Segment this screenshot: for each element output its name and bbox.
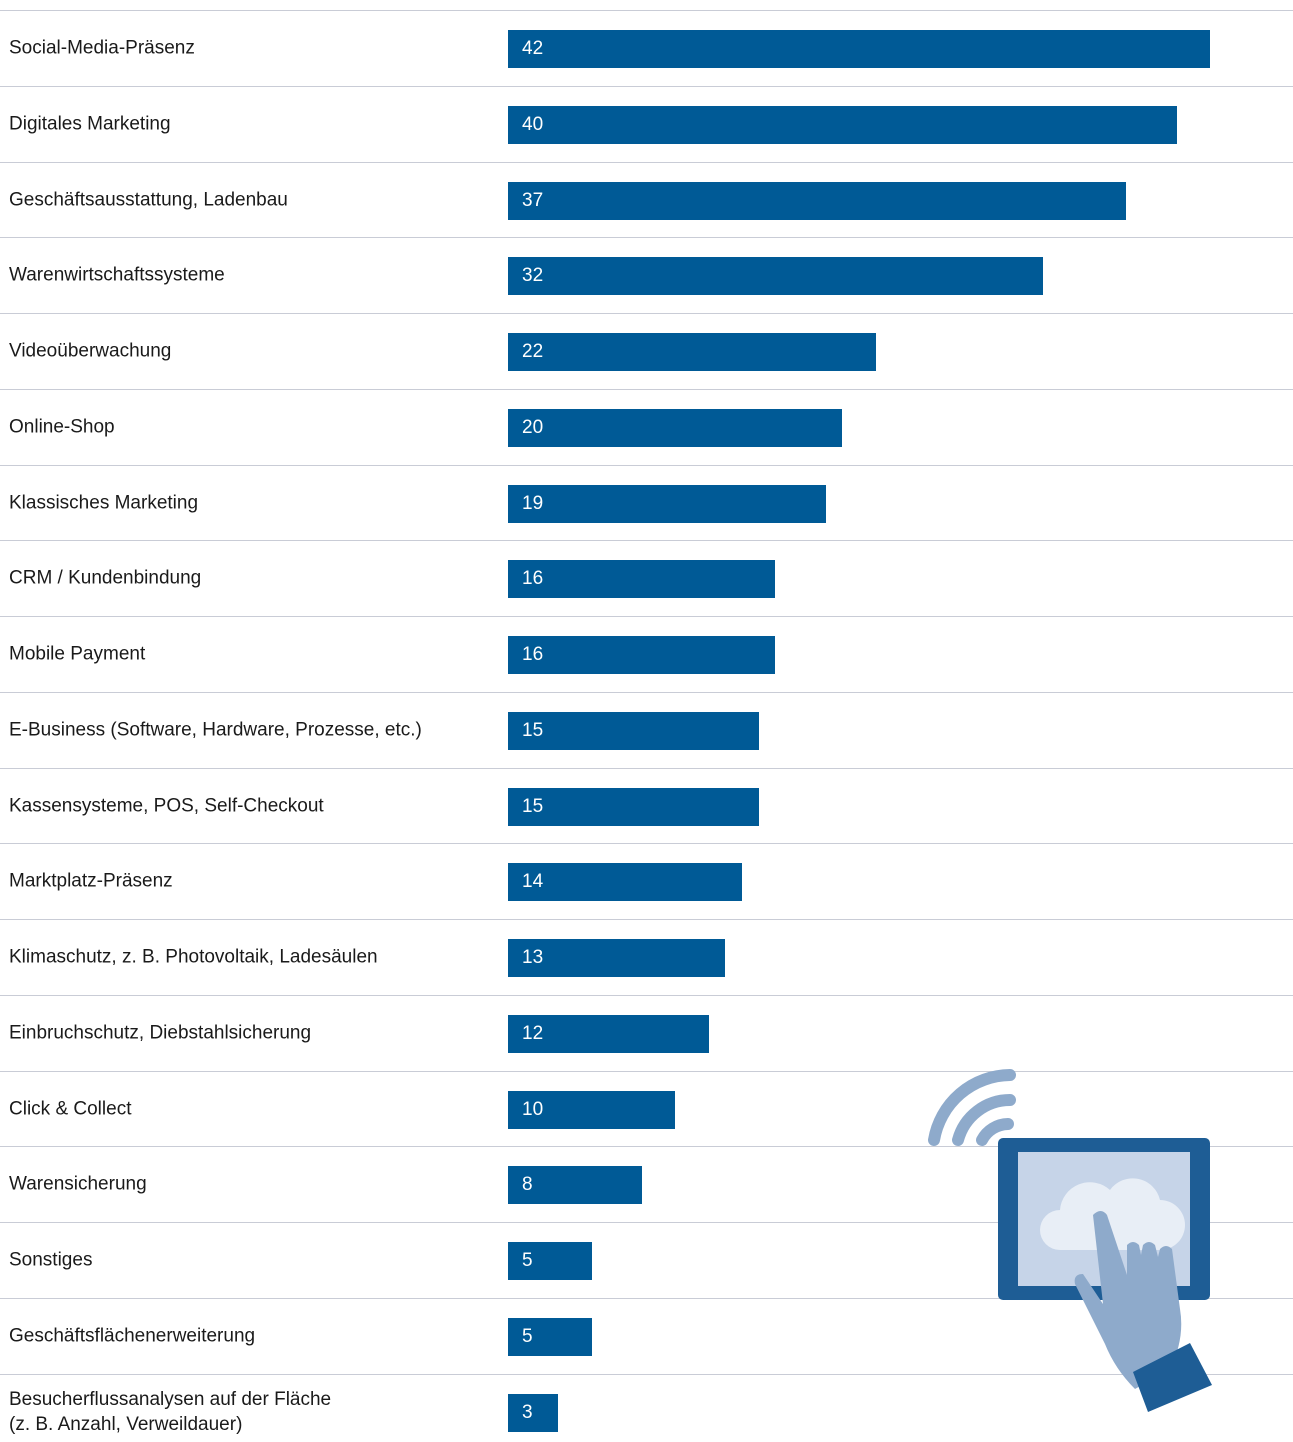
category-label: Mobile Payment	[9, 643, 146, 665]
bar: 32	[508, 257, 1043, 296]
separator	[0, 161, 1293, 163]
category-label: Sonstiges	[9, 1249, 93, 1271]
bar: 20	[508, 408, 843, 447]
separator	[0, 388, 1293, 390]
category-label: Marktplatz-Präsenz	[9, 870, 173, 892]
value-label: 15	[522, 719, 544, 741]
value-label: 40	[522, 113, 544, 135]
value-label: 3	[522, 1401, 533, 1423]
category-label: CRM / Kundenbindung	[9, 567, 202, 589]
bar: 40	[508, 105, 1177, 144]
value-label: 37	[522, 189, 544, 211]
category-label: Einbruchschutz, Diebstahlsicherung	[9, 1022, 312, 1044]
separator	[0, 1070, 1293, 1072]
category-label: Social-Media-Präsenz	[9, 37, 195, 59]
separator	[0, 313, 1293, 314]
value-label: 22	[522, 341, 544, 362]
category-label: Digitales Marketing	[9, 113, 171, 135]
value-label: 13	[522, 947, 544, 968]
value-label: 32	[522, 265, 544, 287]
bar: 14	[508, 863, 742, 902]
separator	[0, 616, 1293, 617]
bar: 42	[508, 30, 1210, 68]
bar: 12	[508, 1014, 709, 1053]
bar: 5	[508, 1242, 592, 1280]
separator	[0, 540, 1293, 542]
value-label: 15	[522, 795, 544, 817]
bar: 13	[508, 939, 726, 977]
category-label: Geschäftsausstattung, Ladenbau	[9, 189, 288, 210]
separator	[0, 1373, 1293, 1375]
category-label: E-Business (Software, Hardware, Prozesse…	[9, 719, 422, 741]
category-label: Videoüberwachung	[9, 340, 172, 362]
separator	[0, 691, 1293, 693]
separator	[0, 1146, 1293, 1148]
separator	[0, 85, 1293, 87]
value-label: 20	[522, 416, 544, 438]
value-label: 5	[522, 1325, 533, 1347]
value-label: 12	[522, 1022, 544, 1044]
separator	[0, 919, 1293, 920]
separator	[0, 994, 1293, 996]
value-label: 16	[522, 568, 544, 590]
value-label: 42	[522, 38, 544, 59]
separator	[0, 464, 1293, 466]
category-label: Besucherflussanalysen auf der Fläche (z.…	[9, 1388, 332, 1435]
separator	[0, 1222, 1293, 1223]
value-label: 16	[522, 644, 544, 665]
bar: 19	[508, 484, 826, 523]
category-label: Online-Shop	[9, 416, 115, 438]
value-label: 8	[522, 1174, 533, 1196]
bar: 22	[508, 333, 876, 371]
category-label: Klassisches Marketing	[9, 492, 199, 513]
bar: 15	[508, 787, 759, 826]
separator	[0, 237, 1293, 239]
category-label: Klimaschutz, z. B. Photovoltaik, Ladesäu…	[9, 946, 378, 968]
separator	[0, 843, 1293, 845]
bar: 15	[508, 711, 759, 750]
separator	[0, 10, 1293, 11]
bar: 16	[508, 636, 776, 674]
category-label: Warensicherung	[9, 1173, 147, 1195]
category-label: Warenwirtschaftssysteme	[9, 264, 225, 286]
category-label: Click & Collect	[9, 1098, 132, 1119]
value-label: 5	[522, 1250, 533, 1271]
bar: 8	[508, 1166, 642, 1205]
value-label: 19	[522, 492, 544, 514]
category-label: Kassensysteme, POS, Self-Checkout	[9, 795, 324, 816]
bar: 10	[508, 1090, 676, 1129]
category-label: Geschäftsflächenerweiterung	[9, 1325, 256, 1347]
bar: 5	[508, 1317, 592, 1356]
value-label: 14	[522, 871, 544, 893]
bar: 37	[508, 181, 1127, 220]
value-label: 10	[522, 1098, 544, 1120]
bar: 3	[508, 1393, 559, 1432]
bar: 16	[508, 560, 776, 599]
separator	[0, 767, 1293, 769]
separator	[0, 1297, 1293, 1299]
